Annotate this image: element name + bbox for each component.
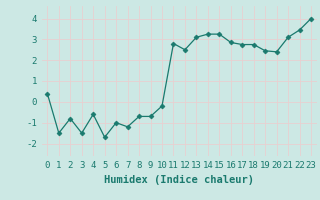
X-axis label: Humidex (Indice chaleur): Humidex (Indice chaleur) — [104, 175, 254, 185]
